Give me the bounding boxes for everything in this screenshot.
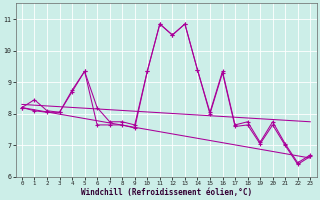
X-axis label: Windchill (Refroidissement éolien,°C): Windchill (Refroidissement éolien,°C)	[81, 188, 252, 197]
